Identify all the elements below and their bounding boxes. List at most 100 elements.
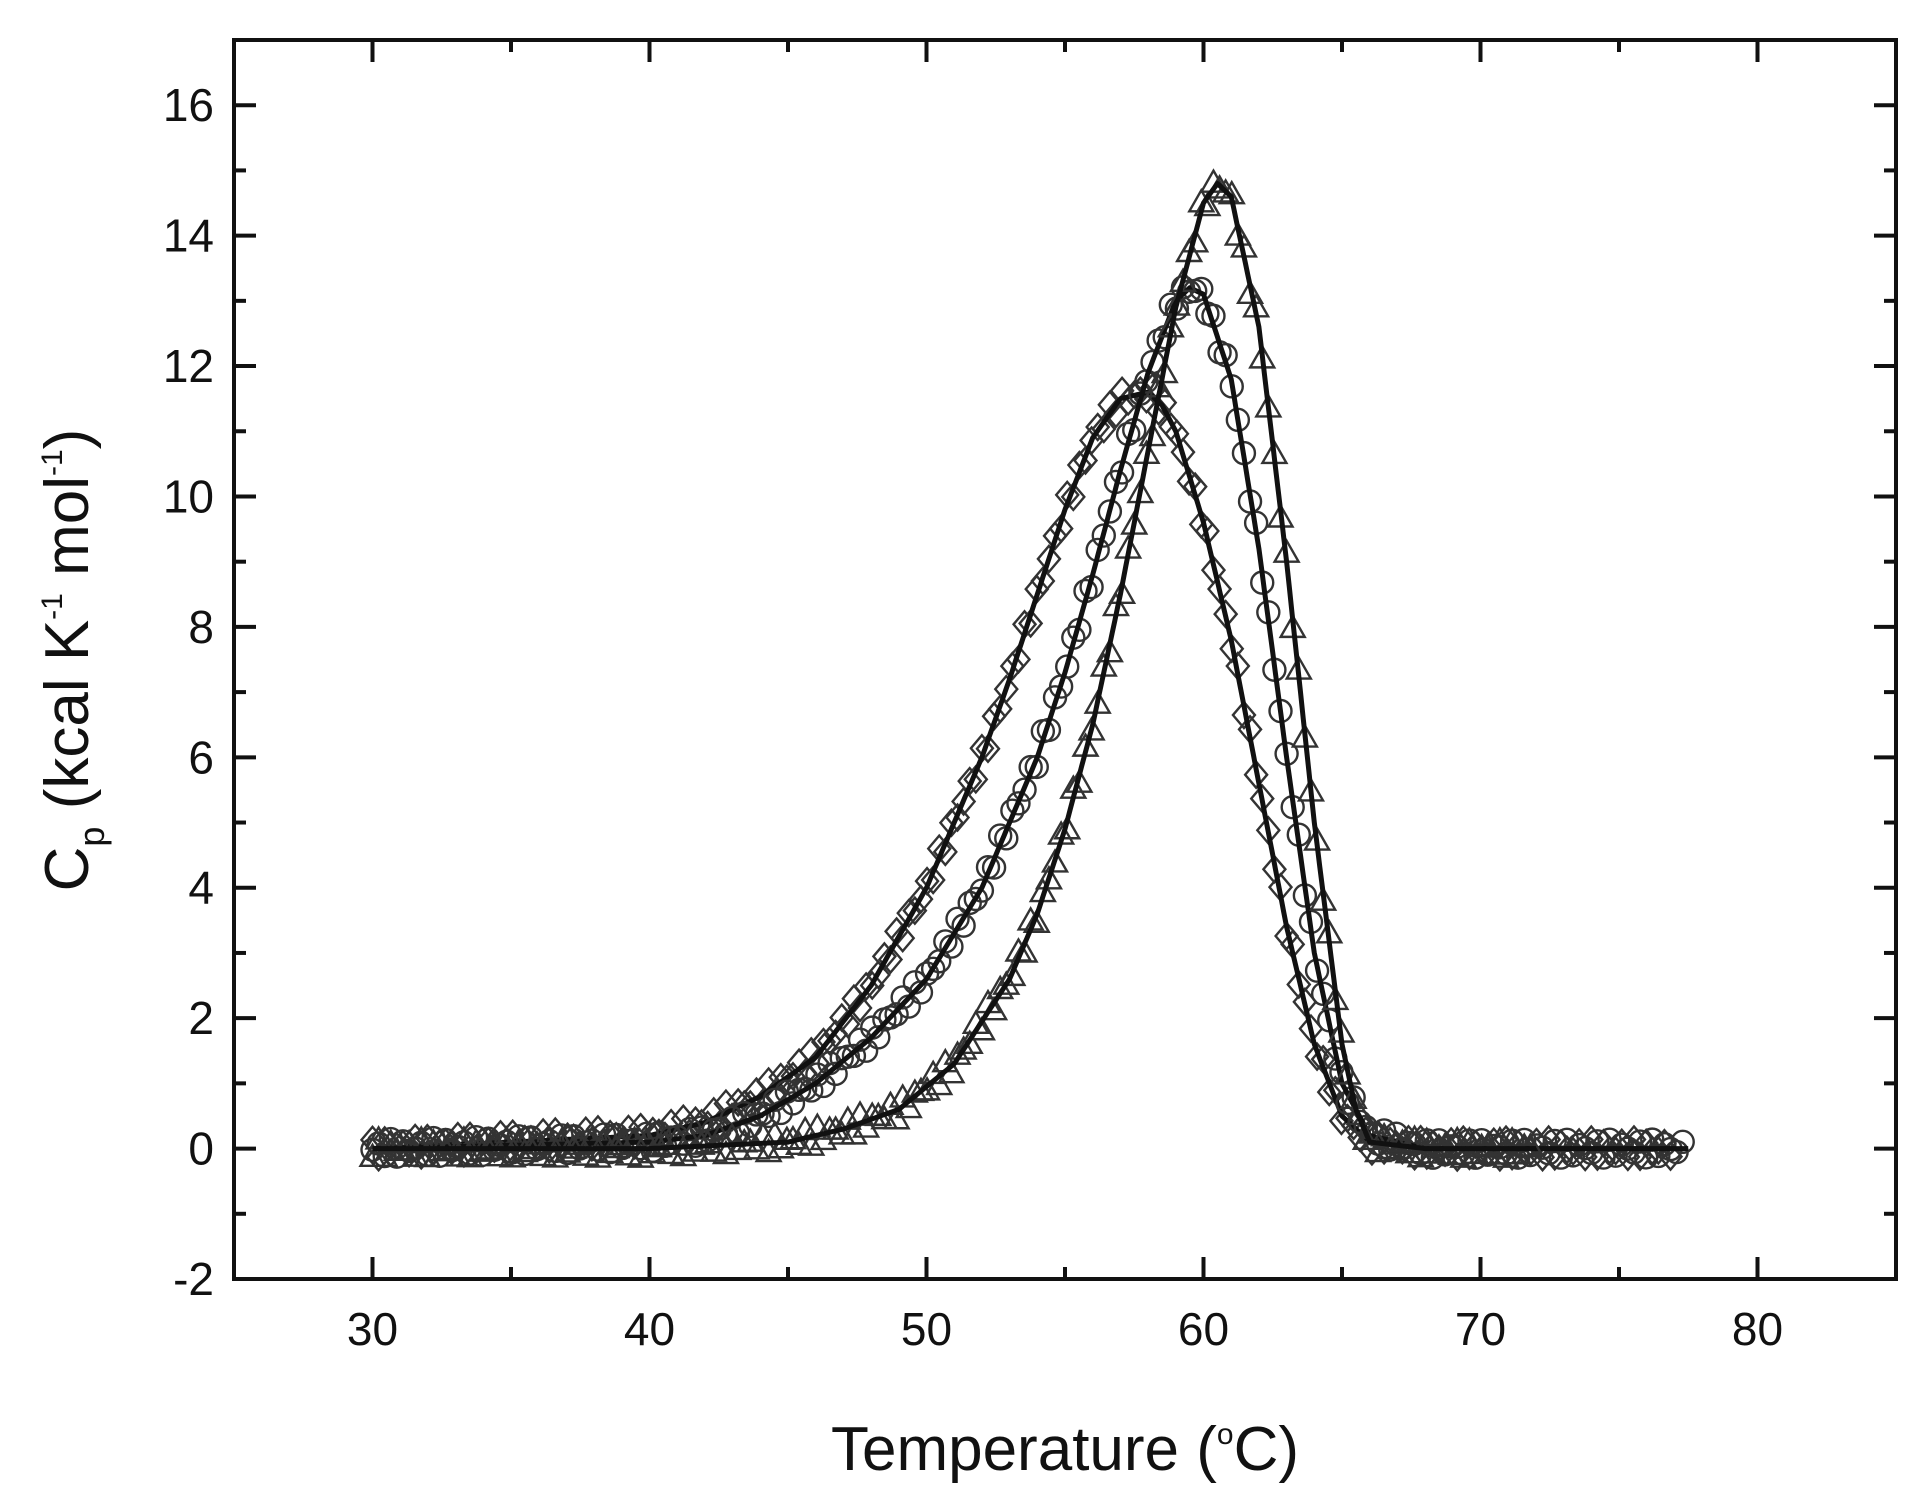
data-point-diamond <box>975 733 1001 764</box>
data-point-diamond <box>835 1009 861 1039</box>
data-point-circle <box>1627 1129 1653 1154</box>
y-tick-label: 2 <box>188 992 214 1044</box>
y-tick-label: 10 <box>163 470 214 522</box>
data-point-diamond <box>999 651 1025 681</box>
data-point-diamond <box>1030 566 1056 596</box>
data-point-triangle <box>736 1127 765 1152</box>
data-point-diamond <box>1048 513 1074 544</box>
data-point-triangle <box>657 1139 686 1165</box>
data-point-circle <box>841 1043 867 1069</box>
data-point-diamond <box>1091 414 1117 444</box>
data-point-circle <box>1609 1132 1634 1157</box>
data-point-diamond <box>1304 1041 1330 1072</box>
data-point-circle <box>884 1002 909 1027</box>
data-point-triangle <box>455 1142 485 1168</box>
data-point-triangle <box>724 1135 753 1161</box>
data-point-circle <box>1408 1141 1433 1166</box>
data-point-triangle <box>638 1138 667 1164</box>
data-point-circle <box>1585 1129 1610 1154</box>
data-point-triangle <box>949 1035 978 1060</box>
y-tick-label: 16 <box>163 79 214 131</box>
data-point-triangle <box>1010 938 1039 963</box>
data-point-triangle <box>614 1140 643 1166</box>
x-tick-label: 60 <box>1178 1303 1229 1355</box>
data-point-triangle <box>998 961 1027 987</box>
data-point-circle <box>1012 777 1037 802</box>
data-point-triangle <box>1211 177 1240 203</box>
data-point-circle <box>634 1121 659 1146</box>
series-layer <box>358 168 1695 1173</box>
data-point-diamond <box>1018 608 1044 639</box>
data-point-diamond <box>701 1096 727 1127</box>
data-point-diamond <box>902 895 928 926</box>
data-point-diamond <box>847 993 873 1023</box>
data-point-diamond <box>1176 466 1202 497</box>
y-tick-label: 8 <box>188 601 214 653</box>
data-point-diamond <box>1042 521 1068 551</box>
data-point-diamond <box>908 884 934 914</box>
data-point-diamond <box>816 1025 843 1056</box>
x-tick-label: 70 <box>1455 1303 1506 1355</box>
data-point-circle <box>914 961 940 986</box>
data-point-triangle <box>839 1119 868 1145</box>
x-tick-label: 50 <box>901 1303 952 1355</box>
data-point-diamond <box>713 1088 739 1119</box>
y-tick-label: 12 <box>163 340 214 392</box>
data-point-circle <box>866 1025 891 1050</box>
data-point-triangle <box>1235 279 1265 305</box>
data-point-circle <box>1536 1141 1561 1166</box>
data-point-diamond <box>890 923 916 953</box>
data-point-triangle <box>1107 579 1137 605</box>
y-tick-label: 6 <box>188 731 214 783</box>
data-point-triangle <box>1333 1060 1362 1085</box>
data-point-diamond <box>993 674 1019 705</box>
x-tick-label: 80 <box>1732 1303 1783 1355</box>
data-point-diamond <box>859 970 885 1001</box>
data-point-diamond <box>1146 396 1172 426</box>
data-point-diamond <box>920 865 946 895</box>
y-tick-label: 4 <box>188 862 214 914</box>
data-point-triangle <box>955 1029 984 1055</box>
data-point-triangle <box>681 1137 710 1162</box>
data-point-triangle <box>1418 1139 1447 1164</box>
data-point-triangle <box>1504 1139 1533 1165</box>
data-point-diamond <box>865 960 891 990</box>
data-point-triangle <box>1138 421 1167 447</box>
data-point-diamond <box>987 694 1013 724</box>
data-point-circle <box>1006 791 1031 816</box>
data-point-triangle <box>437 1129 466 1154</box>
x-tick-label: 30 <box>347 1303 398 1355</box>
fit-line-triangle <box>372 181 1536 1152</box>
data-point-triangle <box>1065 768 1094 793</box>
data-point-triangle <box>1022 908 1051 934</box>
data-point-diamond <box>914 866 940 896</box>
data-point-circle <box>1652 1132 1677 1157</box>
data-point-diamond <box>1206 574 1233 604</box>
data-point-circle <box>957 890 982 916</box>
x-axis-title: Temperature (oC) <box>831 1415 1299 1484</box>
y-axis-title: Cp (kcal K-1 mol-1) <box>33 429 112 892</box>
data-point-diamond <box>951 786 977 817</box>
y-tick-label: 0 <box>188 1123 214 1175</box>
data-point-triangle <box>1034 864 1064 890</box>
data-point-diamond <box>1231 700 1257 730</box>
data-point-circle <box>1670 1129 1695 1155</box>
data-point-triangle <box>742 1134 771 1160</box>
data-point-triangle <box>1363 1137 1393 1163</box>
data-point-circle <box>963 886 989 912</box>
data-point-diamond <box>938 807 965 838</box>
data-point-triangle <box>1461 1139 1490 1165</box>
data-point-diamond <box>1243 759 1269 790</box>
data-point-triangle <box>370 1142 399 1168</box>
data-point-triangle <box>1095 637 1124 663</box>
data-point-triangle <box>1424 1132 1454 1158</box>
data-point-circle <box>920 956 946 982</box>
tick-label-layer: 30 40 50 60 70 80 -2 0 2 4 6 8 10 12 14 16 <box>163 79 1783 1355</box>
data-point-diamond <box>957 766 983 796</box>
data-point-triangle <box>413 1142 442 1168</box>
data-point-triangle <box>1077 715 1106 741</box>
data-point-triangle <box>1181 227 1210 253</box>
data-point-triangle <box>1040 848 1070 873</box>
data-point-triangle <box>1168 267 1198 293</box>
